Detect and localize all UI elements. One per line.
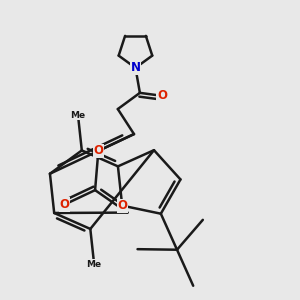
Text: O: O (60, 198, 70, 211)
Text: N: N (130, 61, 140, 74)
Text: O: O (117, 199, 127, 212)
Text: O: O (93, 144, 103, 158)
Text: Me: Me (87, 260, 102, 269)
Text: Me: Me (70, 111, 86, 120)
Text: O: O (157, 89, 167, 102)
